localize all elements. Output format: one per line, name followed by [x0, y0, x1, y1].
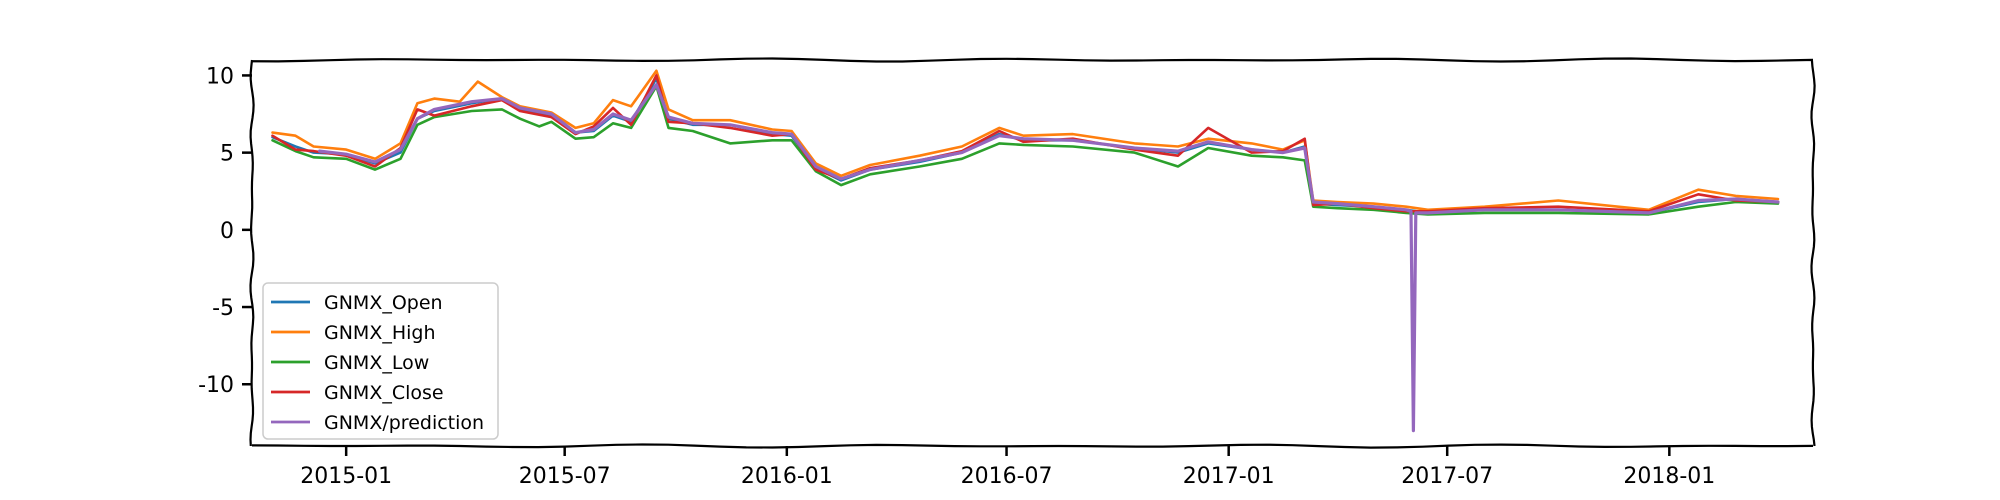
- y-tick-label: -10: [198, 373, 234, 398]
- y-tick-label: -5: [212, 296, 234, 321]
- series-line-gnmx-high: [271, 69, 1780, 212]
- axes-frame: [249, 57, 1816, 449]
- legend-label: GNMX/prediction: [324, 412, 484, 434]
- y-tick-label: 0: [220, 219, 234, 244]
- legend-label: GNMX_Low: [324, 352, 429, 374]
- x-tick-label: 2016-07: [961, 464, 1053, 489]
- series-line-gnmx-low: [271, 84, 1780, 216]
- series-layer: [271, 69, 1780, 433]
- y-axis: 10 5 0 -5 -10: [198, 64, 252, 398]
- x-tick-label: 2015-01: [300, 464, 392, 489]
- legend-label: GNMX_Open: [324, 292, 443, 314]
- x-tick-label: 2016-01: [741, 464, 833, 489]
- series-line-gnmx-prediction: [318, 83, 1780, 433]
- y-tick-label: 10: [206, 64, 234, 89]
- x-tick-label: 2017-01: [1183, 464, 1275, 489]
- legend-box: [262, 282, 499, 440]
- legend-label: GNMX_High: [324, 322, 436, 344]
- legend: GNMX_Open GNMX_High GNMX_Low GNMX_Close GNMX…: [262, 282, 499, 440]
- y-tick-label: 5: [220, 142, 234, 167]
- legend-label: GNMX_Close: [324, 382, 444, 404]
- x-tick-label: 2017-07: [1401, 464, 1493, 489]
- x-tick-label: 2018-01: [1623, 464, 1715, 489]
- x-tick-label: 2015-07: [519, 464, 611, 489]
- x-axis: 2015-01 2015-07 2016-01 2016-07 2017-01 2017-…: [300, 446, 1715, 489]
